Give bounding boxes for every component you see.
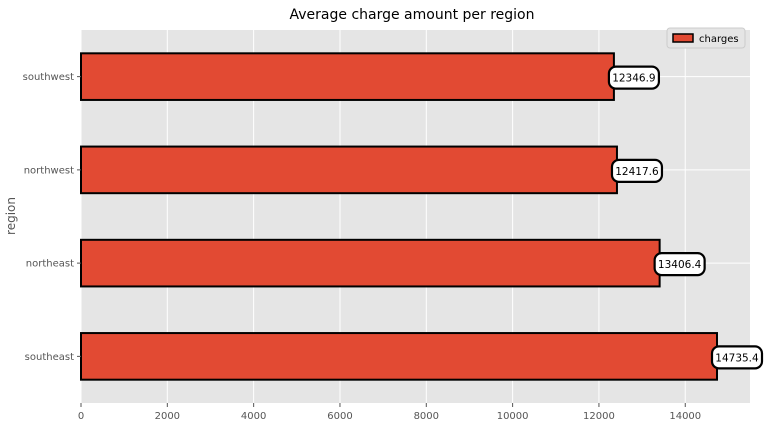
x-tick-label-12000: 12000 (583, 411, 615, 422)
x-tick-label-0: 0 (78, 411, 84, 422)
bar-northwest (80, 145, 618, 195)
x-tick-label-8000: 8000 (414, 411, 439, 422)
y-tick-labels: southwest northwest northeast southeast (23, 72, 81, 363)
y-axis-label: region (4, 197, 18, 235)
data-label-text: 12417.6 (615, 166, 659, 178)
x-tick-label-2000: 2000 (155, 411, 180, 422)
chart-title: Average charge amount per region (290, 7, 535, 23)
bar-southeast (80, 332, 718, 381)
legend-swatch (672, 33, 694, 43)
y-tick-label-northwest: northwest (24, 165, 74, 176)
data-label-northeast: 13406.4 (653, 252, 706, 277)
legend-label: charges (699, 34, 739, 45)
data-label-text: 13406.4 (658, 259, 702, 271)
data-label-northwest: 12417.6 (610, 158, 664, 183)
y-tick-label-southeast: southeast (25, 352, 74, 363)
x-tick-label-10000: 10000 (497, 411, 529, 422)
data-label-southwest: 12346.9 (607, 65, 661, 90)
data-label-text: 14735.4 (715, 352, 759, 364)
y-tick-label-southwest: southwest (23, 72, 74, 83)
data-label-box (610, 158, 664, 183)
data-label-box (653, 252, 706, 277)
data-label-text: 12346.9 (612, 73, 655, 85)
y-tick-label-northeast: northeast (26, 259, 74, 270)
bar-northeast (80, 238, 661, 288)
data-label-box (607, 65, 661, 90)
legend-box (666, 27, 746, 49)
data-label-box (710, 345, 764, 370)
legend: charges (666, 27, 746, 49)
x-tick-label-6000: 6000 (327, 411, 352, 422)
x-tick-label-14000: 14000 (669, 411, 701, 422)
bar-southwest (80, 52, 615, 101)
data-label-southeast: 14735.4 (710, 345, 764, 370)
data-labels: 12346.9 12417.6 13406.4 14735.4 (607, 65, 764, 370)
x-tick-label-4000: 4000 (241, 411, 266, 422)
x-tick-labels: 0 2000 4000 6000 8000 10000 12000 14000 (78, 403, 701, 422)
